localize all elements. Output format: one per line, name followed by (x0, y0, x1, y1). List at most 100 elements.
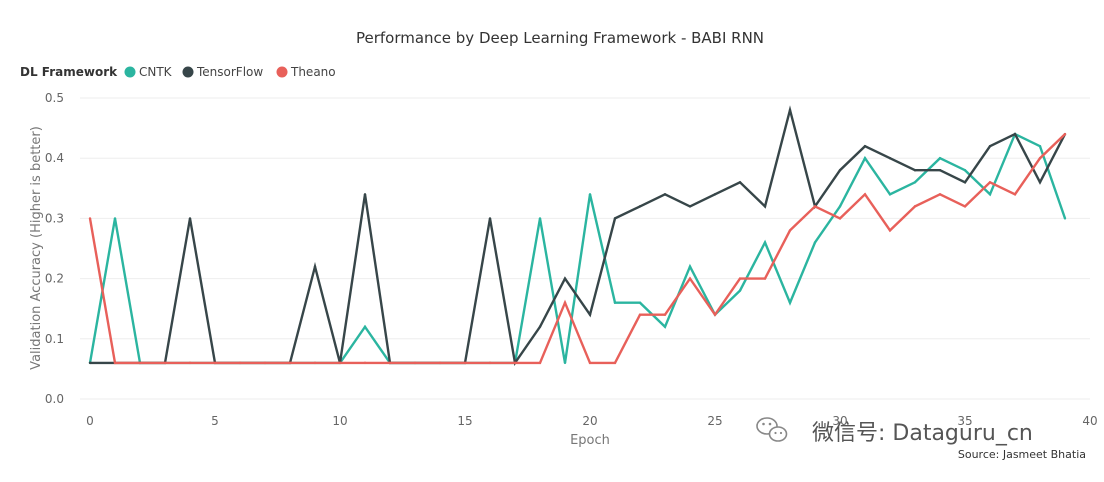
data-point-cntk (838, 205, 842, 208)
series-lines (88, 105, 1067, 366)
data-point-theano (738, 277, 742, 280)
data-point-theano (388, 361, 392, 365)
data-point-cntk (1063, 217, 1067, 220)
data-point-theano (363, 361, 367, 365)
data-point-theano (538, 361, 542, 365)
legend-marker (182, 66, 194, 78)
legend-marker (124, 66, 136, 78)
y-axis-ticks: 0.0 0.1 0.2 0.3 0.4 0.5 (45, 91, 64, 406)
data-point-tensorflow (888, 157, 892, 160)
data-point-cntk (363, 325, 367, 328)
data-point-theano (938, 193, 942, 196)
data-point-theano (1038, 157, 1042, 160)
series-line-tensorflow (90, 105, 1067, 366)
data-point-theano (188, 361, 192, 365)
data-point-cntk (563, 361, 567, 365)
data-point-tensorflow (363, 193, 367, 196)
data-point-tensorflow (88, 361, 92, 365)
data-point-theano (563, 301, 567, 304)
data-point-theano (163, 361, 167, 365)
gridlines (80, 97, 1090, 400)
data-point-cntk (988, 193, 992, 196)
data-point-tensorflow (863, 144, 867, 148)
data-point-cntk (888, 193, 892, 196)
legend-item-tensorflow: TensorFlow (182, 65, 263, 79)
y-axis-label: Validation Accuracy (Higher is better) (29, 126, 44, 370)
source-note: Source: Jasmeet Bhatia (958, 448, 1086, 461)
series-line-theano (88, 133, 1066, 365)
data-point-theano (488, 361, 492, 365)
data-point-cntk (913, 181, 917, 184)
data-point-theano (288, 361, 292, 365)
x-tick-label: 5 (211, 414, 219, 428)
x-axis-label: Epoch (570, 433, 610, 448)
data-point-tensorflow (613, 217, 617, 220)
data-point-tensorflow (988, 144, 992, 148)
data-point-tensorflow (538, 325, 542, 328)
data-point-theano (888, 229, 892, 232)
data-point-theano (413, 361, 417, 365)
y-tick-label: 0.4 (45, 151, 64, 165)
data-point-cntk (638, 301, 642, 304)
data-point-theano (463, 361, 467, 365)
data-point-theano (263, 361, 267, 365)
data-point-cntk (613, 301, 617, 304)
data-point-tensorflow (963, 181, 967, 184)
y-tick-label: 0.2 (45, 272, 64, 286)
data-point-tensorflow (663, 193, 667, 196)
data-point-tensorflow (913, 169, 917, 172)
data-point-theano (338, 361, 342, 365)
y-tick-label: 0.1 (45, 332, 64, 346)
data-point-theano (788, 229, 792, 232)
data-point-theano (638, 313, 642, 316)
data-point-theano (1063, 132, 1067, 136)
data-point-tensorflow (588, 313, 592, 316)
wechat-icon (756, 417, 788, 442)
data-point-cntk (538, 217, 542, 220)
x-tick-label: 20 (582, 414, 597, 428)
data-point-cntk (663, 325, 667, 328)
y-tick-label: 0.5 (45, 91, 64, 105)
y-tick-label: 0.3 (45, 211, 64, 225)
data-point-theano (713, 313, 717, 316)
data-point-theano (963, 205, 967, 208)
data-point-theano (213, 361, 217, 365)
legend-title: DL Framework (20, 65, 118, 79)
data-point-theano (513, 361, 517, 365)
data-point-theano (1013, 193, 1017, 196)
data-point-theano (663, 313, 667, 316)
data-point-tensorflow (313, 265, 317, 268)
data-point-theano (613, 361, 617, 365)
legend: DL Framework CNTK TensorFlow Theano (20, 65, 336, 79)
data-point-cntk (863, 157, 867, 160)
data-point-tensorflow (638, 205, 642, 208)
data-point-tensorflow (763, 205, 767, 208)
legend-marker (276, 66, 288, 78)
data-point-cntk (963, 169, 967, 172)
data-point-cntk (1038, 144, 1042, 148)
data-point-theano (688, 277, 692, 280)
legend-label: CNTK (139, 65, 173, 79)
legend-label: Theano (290, 65, 336, 79)
chart-title: Performance by Deep Learning Framework -… (356, 29, 764, 47)
data-point-theano (813, 205, 817, 208)
data-point-cntk (813, 241, 817, 244)
data-point-theano (588, 361, 592, 365)
x-axis-ticks: 0 5 10 15 20 25 30 35 40 (86, 414, 1097, 428)
data-point-cntk (938, 157, 942, 160)
data-point-theano (113, 361, 117, 365)
data-point-theano (438, 361, 442, 365)
data-point-theano (838, 217, 842, 220)
x-tick-label: 35 (957, 414, 972, 428)
y-tick-label: 0.0 (45, 392, 64, 406)
data-point-tensorflow (738, 181, 742, 184)
data-point-theano (138, 361, 142, 365)
x-tick-label: 25 (707, 414, 722, 428)
x-tick-label: 40 (1082, 414, 1097, 428)
data-point-tensorflow (838, 169, 842, 172)
data-point-tensorflow (188, 217, 192, 220)
legend-item-theano: Theano (276, 65, 336, 79)
data-point-tensorflow (938, 169, 942, 172)
data-point-tensorflow (488, 217, 492, 220)
data-point-cntk (688, 265, 692, 268)
